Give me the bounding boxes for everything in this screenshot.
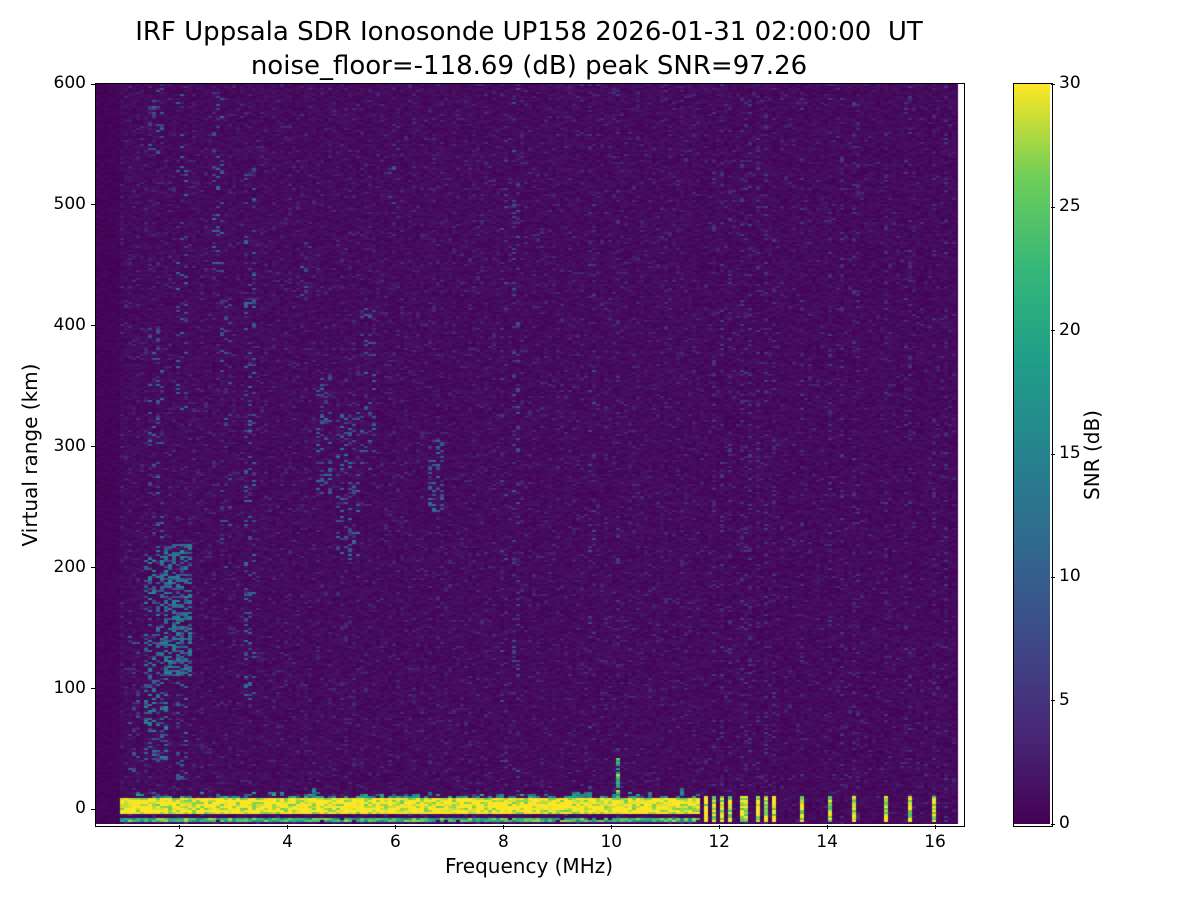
- y-axis-label: Virtual range (km): [18, 363, 42, 547]
- y-tick-mark: [91, 325, 95, 327]
- x-tick-mark: [394, 825, 396, 829]
- colorbar-tick-mark: [1051, 823, 1055, 825]
- colorbar-tick-label: 20: [1059, 319, 1081, 340]
- y-tick-mark: [91, 446, 95, 448]
- x-tick-label: 14: [816, 832, 838, 852]
- x-tick-label: 4: [282, 832, 293, 852]
- colorbar-tick-label: 25: [1059, 196, 1081, 217]
- chart-title: IRF Uppsala SDR Ionosonde UP158 2026-01-…: [135, 17, 923, 47]
- y-tick-label: 600: [53, 73, 86, 93]
- colorbar-tick-mark: [1051, 83, 1055, 85]
- colorbar-tick-label: 10: [1059, 566, 1081, 587]
- y-tick-mark: [91, 204, 95, 206]
- y-tick-label: 500: [53, 193, 86, 214]
- x-axis-label: Frequency (MHz): [444, 854, 614, 878]
- colorbar-tick-mark: [1051, 576, 1055, 578]
- colorbar-tick-mark: [1051, 453, 1055, 455]
- x-tick-mark: [502, 825, 504, 829]
- y-tick-label: 100: [53, 677, 86, 698]
- y-tick-mark: [91, 83, 95, 85]
- x-tick-label: 6: [390, 832, 401, 852]
- x-tick-mark: [287, 825, 289, 829]
- x-tick-mark: [718, 825, 720, 829]
- y-tick-mark: [91, 688, 95, 690]
- colorbar-tick-label: 0: [1059, 813, 1070, 833]
- colorbar-tick-label: 5: [1059, 689, 1070, 710]
- ionogram-heatmap: [96, 84, 962, 824]
- x-tick-mark: [826, 825, 828, 829]
- chart-subtitle: noise_floor=-118.69 (dB) peak SNR=97.26: [250, 51, 808, 81]
- x-tick-mark: [934, 825, 936, 829]
- x-tick-mark: [179, 825, 181, 829]
- y-tick-label: 0: [75, 798, 86, 819]
- x-tick-label: 16: [924, 832, 946, 852]
- x-tick-mark: [610, 825, 612, 829]
- x-tick-label: 2: [174, 832, 186, 852]
- colorbar-tick-label: 30: [1059, 73, 1081, 93]
- colorbar-label: SNR (dB): [1080, 410, 1104, 500]
- y-tick-mark: [91, 808, 95, 810]
- colorbar-tick-mark: [1051, 206, 1055, 208]
- colorbar-tick-mark: [1051, 700, 1055, 702]
- y-tick-mark: [91, 567, 95, 569]
- x-tick-label: 12: [708, 832, 730, 852]
- x-tick-label: 10: [600, 832, 623, 852]
- colorbar-gradient: [1014, 84, 1050, 824]
- x-tick-label: 8: [497, 832, 509, 852]
- y-tick-label: 400: [53, 314, 86, 335]
- colorbar-tick-mark: [1051, 330, 1055, 332]
